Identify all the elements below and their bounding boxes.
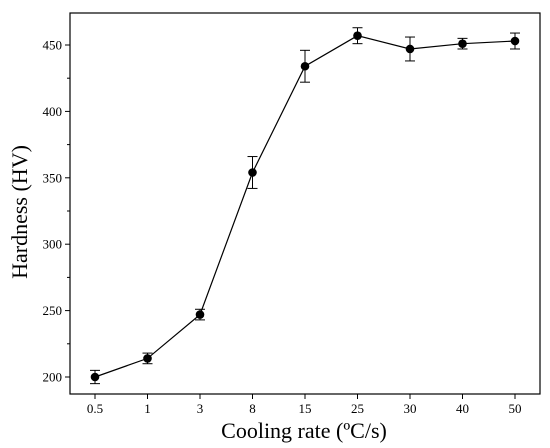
series-line [94, 35, 516, 378]
x-tick-label: 0.5 [87, 401, 103, 416]
data-point [248, 168, 257, 177]
x-axis-title: Cooling rate (ºC/s) [221, 418, 387, 443]
data-point [353, 31, 362, 41]
x-tick-label: 50 [509, 401, 522, 416]
x-tick-label: 15 [299, 401, 312, 416]
y-tick-label: 400 [43, 104, 63, 119]
y-tick-label: 350 [43, 170, 63, 185]
x-tick-label: 1 [144, 401, 151, 416]
data-point [405, 44, 415, 54]
x-tick-label: 30 [404, 401, 417, 416]
y-tick-label: 300 [43, 237, 63, 252]
y-tick-label: 250 [43, 303, 63, 318]
x-tick-label: 8 [249, 401, 256, 416]
y-axis-title: Hardness (HV) [7, 145, 32, 279]
data-point [300, 61, 310, 71]
data-point [510, 36, 520, 46]
y-tick-label: 450 [43, 38, 63, 53]
data-point [90, 372, 100, 382]
y-tick-label: 200 [43, 370, 63, 385]
data-point [458, 39, 467, 48]
x-tick-label: 40 [456, 401, 469, 416]
x-tick-label: 25 [351, 401, 364, 416]
data-point [195, 310, 205, 319]
x-tick-label: 3 [197, 401, 204, 416]
data-point [143, 354, 152, 363]
